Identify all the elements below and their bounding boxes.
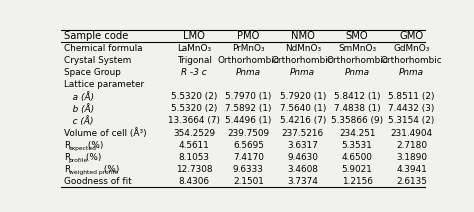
Text: (%): (%) — [83, 153, 101, 162]
Text: 2.6135: 2.6135 — [396, 177, 427, 186]
Text: Goodness of fit: Goodness of fit — [64, 177, 132, 186]
Text: 9.4630: 9.4630 — [287, 153, 318, 162]
Text: Trigonal: Trigonal — [177, 56, 211, 65]
Text: weighted profile: weighted profile — [69, 170, 118, 175]
Text: 6.5695: 6.5695 — [233, 141, 264, 150]
Text: Orthorhombic: Orthorhombic — [327, 56, 388, 65]
Text: SmMnO₃: SmMnO₃ — [338, 44, 376, 53]
Text: GMO: GMO — [400, 31, 424, 41]
Text: 5.3154 (2): 5.3154 (2) — [388, 116, 435, 126]
Text: PMO: PMO — [237, 31, 260, 41]
Text: 3.4608: 3.4608 — [287, 165, 319, 174]
Text: Chemical formula: Chemical formula — [64, 44, 143, 53]
Text: 2.7180: 2.7180 — [396, 141, 427, 150]
Text: Pnma: Pnma — [345, 68, 370, 77]
Text: 7.5640 (1): 7.5640 (1) — [280, 104, 326, 113]
Text: LMO: LMO — [183, 31, 205, 41]
Text: Crystal System: Crystal System — [64, 56, 131, 65]
Text: LaMnO₃: LaMnO₃ — [177, 44, 211, 53]
Text: 3.6317: 3.6317 — [287, 141, 318, 150]
Text: R: R — [64, 141, 70, 150]
Text: 5.5320 (2): 5.5320 (2) — [171, 92, 217, 101]
Text: NdMnO₃: NdMnO₃ — [285, 44, 321, 53]
Text: 2.1501: 2.1501 — [233, 177, 264, 186]
Text: 239.7509: 239.7509 — [228, 128, 270, 138]
Text: 3.1890: 3.1890 — [396, 153, 427, 162]
Text: 5.3531: 5.3531 — [342, 141, 373, 150]
Text: a (Å): a (Å) — [64, 92, 94, 102]
Text: Volume of cell (Å³): Volume of cell (Å³) — [64, 128, 146, 138]
Text: 7.4838 (1): 7.4838 (1) — [334, 104, 381, 113]
Text: (%): (%) — [85, 141, 103, 150]
Text: 5.5320 (2): 5.5320 (2) — [171, 104, 217, 113]
Text: 231.4904: 231.4904 — [391, 128, 433, 138]
Text: 5.7970 (1): 5.7970 (1) — [225, 92, 272, 101]
Text: Sample code: Sample code — [64, 31, 128, 41]
Text: 7.4432 (3): 7.4432 (3) — [388, 104, 435, 113]
Text: 5.7920 (1): 5.7920 (1) — [280, 92, 326, 101]
Text: SMO: SMO — [346, 31, 368, 41]
Text: 9.6333: 9.6333 — [233, 165, 264, 174]
Text: 12.7308: 12.7308 — [176, 165, 212, 174]
Text: Space Group: Space Group — [64, 68, 121, 77]
Text: c (Å): c (Å) — [64, 116, 93, 126]
Text: Orthorhombic: Orthorhombic — [218, 56, 279, 65]
Text: 234.251: 234.251 — [339, 128, 375, 138]
Text: Orthorhombic: Orthorhombic — [381, 56, 442, 65]
Text: GdMnO₃: GdMnO₃ — [393, 44, 430, 53]
Text: R: R — [64, 165, 70, 174]
Text: 8.4306: 8.4306 — [179, 177, 210, 186]
Text: 5.8412 (1): 5.8412 (1) — [334, 92, 381, 101]
Text: 4.3941: 4.3941 — [396, 165, 427, 174]
Text: NMO: NMO — [291, 31, 315, 41]
Text: 8.1053: 8.1053 — [179, 153, 210, 162]
Text: 5.8511 (2): 5.8511 (2) — [388, 92, 435, 101]
Text: 7.5892 (1): 7.5892 (1) — [225, 104, 272, 113]
Text: Pnma: Pnma — [399, 68, 424, 77]
Text: R: R — [64, 153, 70, 162]
Text: 5.4216 (7): 5.4216 (7) — [280, 116, 326, 126]
Text: PrMnO₃: PrMnO₃ — [232, 44, 265, 53]
Text: 5.9021: 5.9021 — [342, 165, 373, 174]
Text: Orthorhombic: Orthorhombic — [272, 56, 334, 65]
Text: 5.35866 (9): 5.35866 (9) — [331, 116, 383, 126]
Text: 13.3664 (7): 13.3664 (7) — [168, 116, 220, 126]
Text: 7.4170: 7.4170 — [233, 153, 264, 162]
Text: 237.5216: 237.5216 — [282, 128, 324, 138]
Text: Pnma: Pnma — [236, 68, 261, 77]
Text: 4.6500: 4.6500 — [342, 153, 373, 162]
Text: 4.5611: 4.5611 — [179, 141, 210, 150]
Text: (%): (%) — [101, 165, 119, 174]
Text: 3.7374: 3.7374 — [287, 177, 318, 186]
Text: 1.2156: 1.2156 — [342, 177, 373, 186]
Text: expected: expected — [69, 146, 97, 151]
Text: Lattice parameter: Lattice parameter — [64, 80, 144, 89]
Text: R -3 c: R -3 c — [181, 68, 207, 77]
Text: 354.2529: 354.2529 — [173, 128, 215, 138]
Text: profile: profile — [69, 158, 88, 163]
Text: 5.4496 (1): 5.4496 (1) — [225, 116, 272, 126]
Text: b (Å): b (Å) — [64, 104, 94, 114]
Text: Pnma: Pnma — [290, 68, 315, 77]
